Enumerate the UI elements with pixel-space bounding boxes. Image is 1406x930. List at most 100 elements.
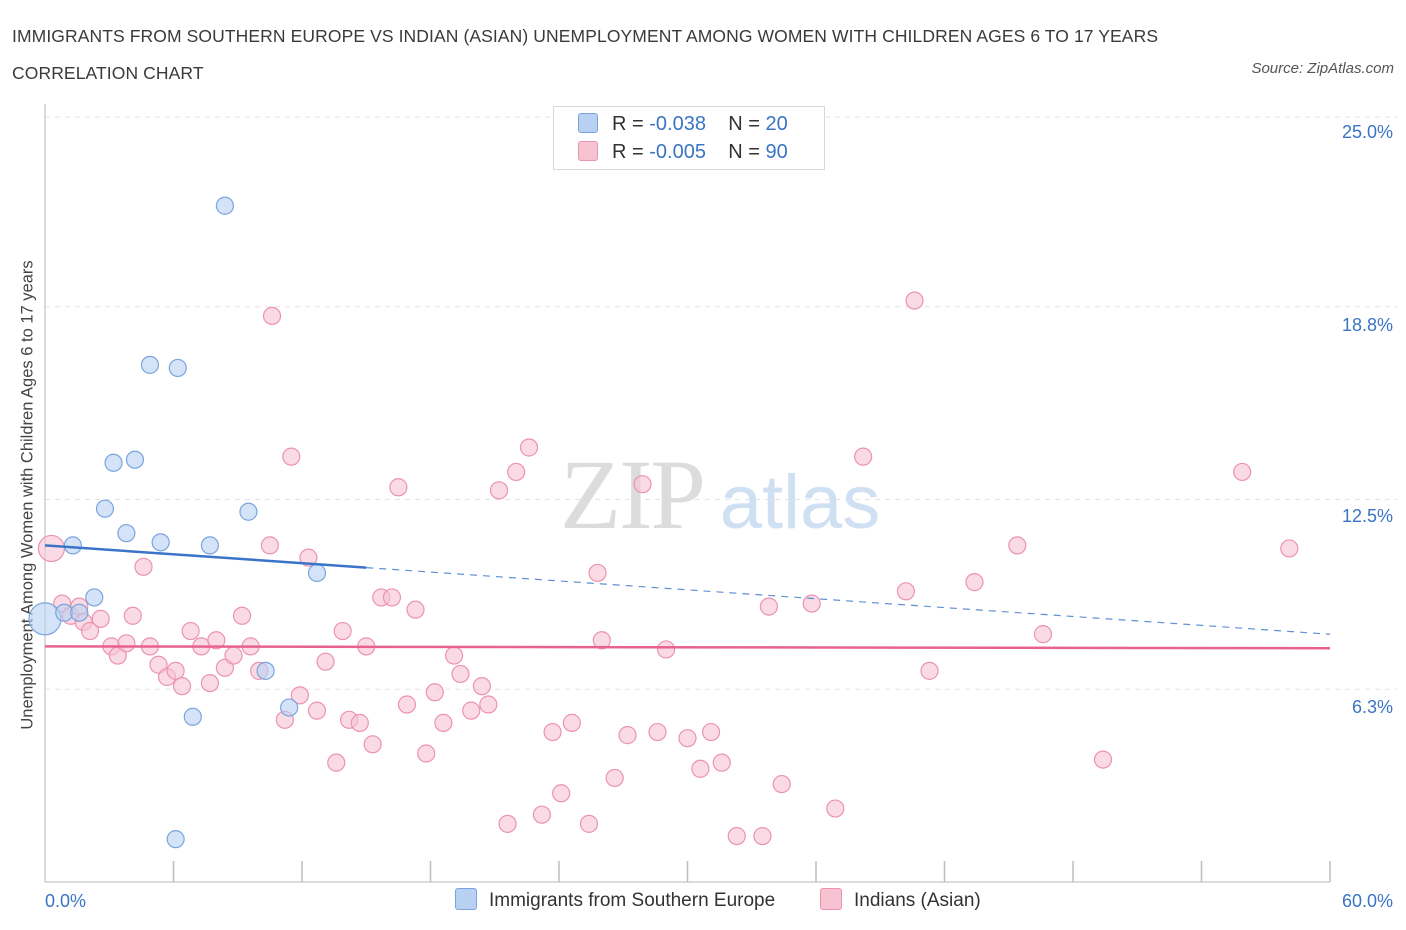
pink-point	[117, 634, 136, 653]
series-legend: Immigrants from Southern Europe Indians …	[0, 888, 1406, 916]
pink-point	[37, 534, 66, 563]
pink-point	[1233, 462, 1252, 482]
legend-row-pink: R = -0.005 N = 90	[578, 141, 788, 165]
pink-point	[1093, 750, 1113, 769]
pink-point	[425, 683, 444, 702]
blue-point	[70, 603, 89, 622]
southern-europe-points	[28, 196, 327, 849]
pink-point	[905, 291, 924, 310]
blue-point	[280, 698, 299, 717]
pink-point	[172, 677, 192, 696]
pink-point	[406, 600, 425, 619]
blue-point	[63, 536, 82, 555]
pink-point	[1033, 625, 1053, 644]
pink-point	[200, 673, 220, 693]
pink-point	[633, 475, 652, 494]
legend-r-value-blue: -0.038	[649, 113, 706, 135]
pink-point	[333, 621, 352, 641]
pink-point	[1008, 536, 1027, 555]
pink-point	[489, 481, 509, 500]
blue-point	[125, 450, 145, 469]
pink-point	[316, 652, 335, 671]
pink-point	[701, 722, 721, 742]
blue-point	[239, 502, 258, 521]
pink-point	[462, 701, 481, 720]
trend-line-blue-solid	[44, 544, 367, 569]
legend-n-value-blue: 20	[765, 113, 788, 135]
pink-point	[618, 726, 637, 745]
pink-point	[123, 606, 142, 625]
pink-point	[519, 438, 539, 457]
series-legend-southern-europe: Immigrants from Southern Europe	[455, 888, 775, 912]
pink-point	[262, 306, 282, 325]
pink-point	[552, 784, 571, 803]
series-label-indians-asian: Indians (Asian)	[854, 890, 981, 911]
x-tick-max: 60.0%	[1341, 891, 1393, 911]
blue-point	[166, 830, 185, 849]
pink-point	[417, 744, 436, 763]
pink-point	[382, 588, 402, 607]
pink-point	[656, 640, 676, 659]
pink-point	[134, 557, 153, 576]
pink-point	[472, 677, 491, 696]
y-tick-6-3: 6.3%	[1351, 697, 1393, 717]
pink-point	[562, 713, 581, 732]
axes	[44, 104, 1331, 883]
blue-point	[307, 563, 327, 583]
pink-point	[350, 713, 369, 732]
series-swatch-blue	[455, 888, 477, 910]
pink-point	[678, 729, 697, 748]
pink-point	[181, 621, 200, 641]
legend-n-value-pink: 90	[765, 141, 788, 163]
pink-point	[854, 447, 873, 466]
pink-point	[826, 799, 845, 818]
blue-point	[151, 533, 170, 552]
legend-row-blue: R = -0.038 N = 20	[578, 113, 788, 137]
pink-point	[444, 646, 464, 665]
legend-swatch-pink	[578, 141, 598, 161]
blue-point	[183, 707, 202, 726]
watermark-zip: ZIP	[560, 439, 704, 550]
blue-point	[95, 499, 115, 518]
pink-point	[299, 548, 318, 567]
chart-source: Source: ZipAtlas.com	[1251, 60, 1394, 77]
pink-point	[207, 631, 226, 650]
blue-point	[168, 358, 187, 378]
pink-point	[605, 768, 624, 788]
pink-point	[80, 621, 100, 641]
pink-point	[224, 646, 243, 665]
trend-line-blue-dashed	[366, 567, 1331, 635]
pink-point	[965, 573, 984, 592]
pink-point	[498, 814, 517, 833]
pink-point	[727, 826, 746, 846]
pink-point	[232, 606, 252, 625]
blue-point	[140, 355, 160, 374]
pink-point	[896, 582, 916, 601]
blue-point	[85, 588, 104, 607]
legend-r-label-blue: R =	[612, 113, 644, 135]
series-label-southern-europe: Immigrants from Southern Europe	[489, 890, 776, 911]
legend-r-label-pink: R =	[612, 141, 644, 163]
legend-swatch-blue	[578, 113, 598, 133]
pink-point	[588, 563, 607, 583]
x-tick-min: 0.0%	[45, 891, 87, 911]
legend-n-label-pink: N =	[728, 141, 760, 163]
pink-point	[691, 759, 710, 778]
pink-point	[648, 722, 667, 742]
pink-point	[543, 722, 562, 742]
pink-point	[282, 447, 301, 466]
pink-point	[307, 701, 327, 720]
blue-point	[215, 196, 234, 215]
pink-point	[363, 735, 382, 754]
correlation-legend: R = -0.038 N = 20 R = -0.005 N = 90	[553, 106, 825, 170]
pink-point	[759, 597, 778, 616]
legend-r-value-pink: -0.005	[649, 141, 706, 163]
trend-line-pink	[44, 645, 1331, 650]
legend-n-label-blue: N =	[728, 113, 760, 135]
pink-point	[507, 462, 526, 482]
pink-point	[260, 536, 279, 555]
y-tick-12-5: 12.5%	[1341, 506, 1393, 526]
series-legend-indians-asian: Indians (Asian)	[820, 888, 981, 912]
pink-point	[451, 664, 470, 684]
